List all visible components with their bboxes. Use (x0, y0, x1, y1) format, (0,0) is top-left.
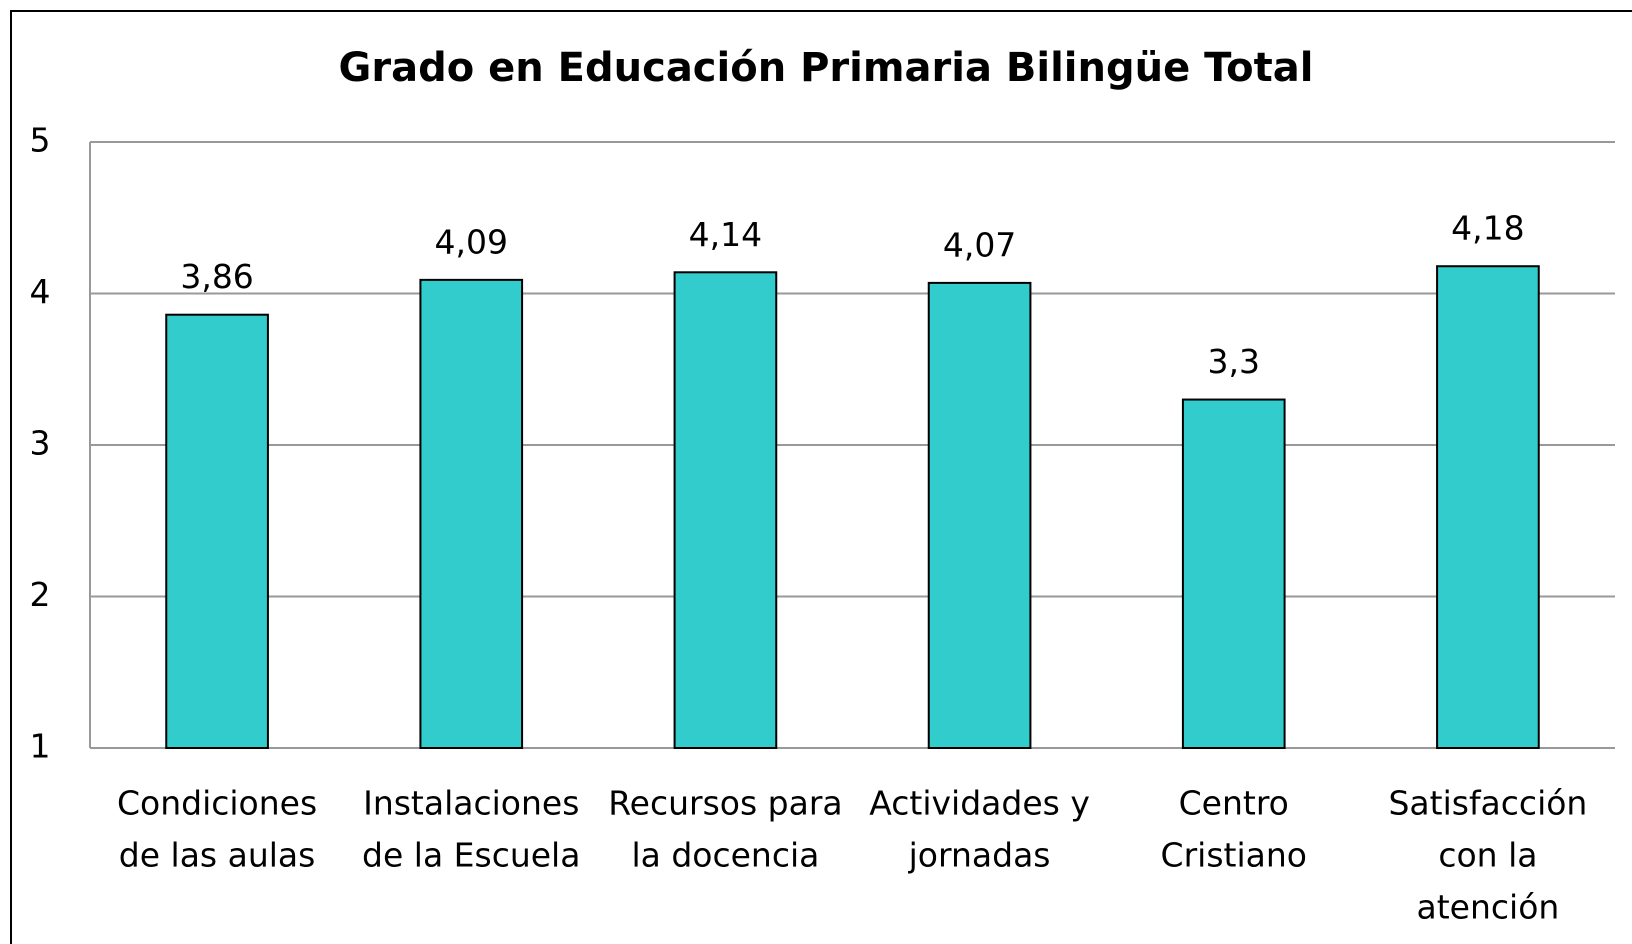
x-tick-label: la docencia (631, 836, 819, 875)
y-tick-label: 3 (30, 424, 51, 463)
bar (165, 313, 269, 749)
bar (673, 271, 778, 749)
y-tick-label: 4 (30, 272, 51, 311)
data-label: 3,86 (180, 257, 253, 296)
bar (1181, 398, 1286, 749)
data-label: 4,07 (943, 225, 1016, 264)
chart-title: Grado en Educación Primaria Bilingüe Tot… (339, 45, 1314, 91)
bar (419, 278, 524, 749)
x-tick-label: atención (1417, 888, 1560, 927)
x-tick-label: Instalaciones (363, 784, 579, 823)
x-tick-label: de la Escuela (362, 836, 580, 875)
x-tick-label: Satisfacción (1388, 784, 1587, 823)
data-label: 4,09 (435, 222, 508, 261)
x-tick-label: Cristiano (1161, 836, 1307, 875)
data-label: 4,14 (689, 215, 762, 254)
x-tick-label: Centro (1179, 784, 1289, 823)
x-tick-label: jornadas (908, 836, 1051, 875)
x-tick-label: Condiciones (117, 784, 317, 823)
bar (1436, 265, 1540, 749)
y-tick-label: 2 (30, 575, 51, 614)
data-label: 3,3 (1208, 342, 1260, 381)
x-tick-label: Recursos para (608, 784, 842, 823)
y-tick-label: 5 (30, 121, 51, 160)
x-tick-label: de las aulas (119, 836, 316, 875)
chart-frame (10, 10, 1632, 944)
bar (927, 281, 1032, 749)
y-tick-label: 1 (30, 727, 51, 766)
data-label: 4,18 (1451, 209, 1524, 248)
x-tick-label: con la (1438, 836, 1537, 875)
x-tick-label: Actividades y (869, 784, 1090, 823)
